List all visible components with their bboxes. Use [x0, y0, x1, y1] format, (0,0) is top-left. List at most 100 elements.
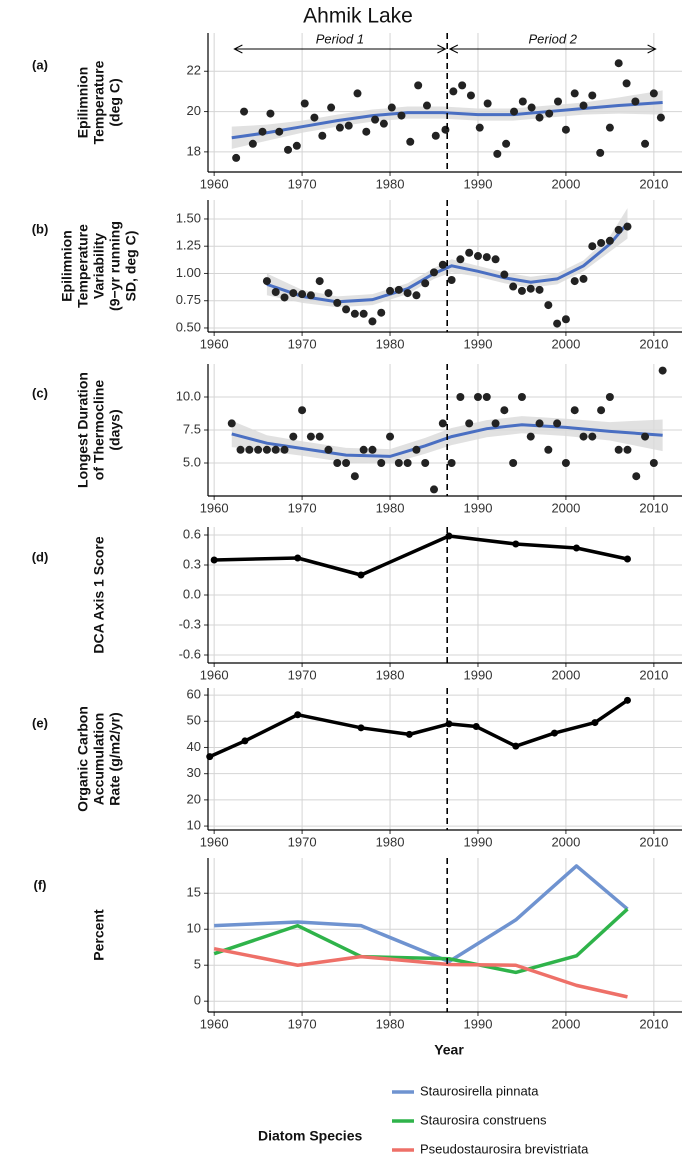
point	[483, 99, 492, 108]
point	[275, 127, 284, 136]
period-label: Period 1	[316, 31, 364, 46]
x-tick-label: 2000	[551, 176, 580, 191]
point	[579, 101, 588, 110]
y-tick-label: 0.3	[183, 556, 201, 571]
y-tick-label: 15	[187, 885, 201, 900]
y-axis-label: (deg C)	[107, 78, 123, 126]
legend-title: Diatom Species	[258, 1128, 362, 1144]
y-axis-label: Temperature	[75, 224, 91, 308]
point	[588, 432, 597, 441]
x-tick-label: 2000	[551, 1016, 580, 1031]
point	[622, 79, 631, 88]
series-line	[214, 864, 629, 964]
point	[414, 81, 423, 90]
point	[544, 301, 553, 310]
point	[614, 225, 623, 234]
point	[403, 459, 412, 467]
x-tick-label: 1960	[200, 336, 229, 351]
arrow-head	[647, 44, 657, 54]
y-tick-label: 5	[194, 957, 201, 972]
point	[254, 445, 263, 454]
point	[315, 432, 324, 441]
point	[623, 555, 631, 563]
point	[342, 305, 351, 314]
y-axis-label: SD, deg C)	[123, 231, 139, 302]
point	[500, 270, 509, 279]
point	[350, 472, 359, 481]
point	[241, 737, 249, 745]
point	[430, 268, 439, 277]
point	[310, 113, 319, 122]
point	[517, 286, 526, 295]
y-axis-label: Organic Carbon	[75, 706, 91, 812]
x-tick-label: 1970	[288, 336, 317, 351]
point	[431, 131, 440, 140]
panel-label: (b)	[32, 221, 49, 236]
x-tick-label: 1980	[376, 834, 405, 849]
y-tick-label: 5.0	[183, 454, 201, 469]
point	[405, 730, 413, 738]
point	[572, 544, 580, 552]
x-tick-label: 2010	[639, 500, 668, 515]
point	[656, 113, 665, 122]
point	[292, 141, 301, 150]
arrow-head	[448, 44, 459, 54]
panel-label: (c)	[32, 385, 48, 400]
period-label: Period 2	[529, 31, 578, 46]
x-tick-label: 1960	[200, 1016, 229, 1031]
y-axis-label: Rate (g/m2/yr)	[107, 712, 123, 805]
point	[353, 89, 362, 98]
y-axis-label: Temperature	[91, 60, 107, 144]
point	[333, 459, 342, 467]
point	[591, 719, 599, 727]
y-tick-label: 20	[187, 791, 201, 806]
x-tick-label: 1970	[288, 667, 317, 682]
point	[623, 222, 632, 231]
point	[379, 119, 388, 128]
point	[473, 393, 482, 401]
point	[570, 89, 579, 98]
x-tick-label: 2000	[551, 667, 580, 682]
panel-label: (e)	[32, 715, 48, 730]
point	[526, 432, 535, 441]
point	[535, 419, 544, 428]
point	[526, 284, 535, 293]
point	[512, 540, 520, 548]
point	[403, 289, 412, 298]
x-tick-label: 1990	[464, 834, 493, 849]
point	[362, 127, 371, 136]
point	[588, 242, 597, 251]
panel-label: (f)	[34, 877, 47, 892]
y-tick-label: 10	[187, 921, 201, 936]
confidence-band	[231, 90, 663, 149]
point	[271, 445, 280, 454]
point	[438, 419, 447, 428]
point	[623, 445, 632, 454]
y-tick-label: 20	[187, 103, 201, 118]
point	[266, 109, 275, 118]
point	[350, 309, 359, 318]
point	[262, 445, 271, 454]
point	[327, 103, 336, 112]
point	[597, 238, 606, 247]
point	[561, 315, 570, 324]
point	[597, 406, 606, 415]
point	[368, 317, 377, 326]
y-axis-label: DCA Axis 1 Score	[91, 536, 107, 653]
point	[502, 139, 511, 148]
y-tick-label: 10	[187, 818, 201, 833]
point	[248, 139, 257, 148]
y-tick-label: 1.25	[176, 238, 201, 253]
point	[561, 125, 570, 134]
x-tick-label: 1980	[376, 500, 405, 515]
point	[553, 419, 562, 428]
x-tick-label: 1960	[200, 834, 229, 849]
point	[236, 445, 245, 454]
point	[412, 445, 421, 454]
point	[544, 445, 553, 454]
point	[465, 248, 474, 257]
point	[240, 107, 249, 116]
point	[298, 290, 307, 299]
